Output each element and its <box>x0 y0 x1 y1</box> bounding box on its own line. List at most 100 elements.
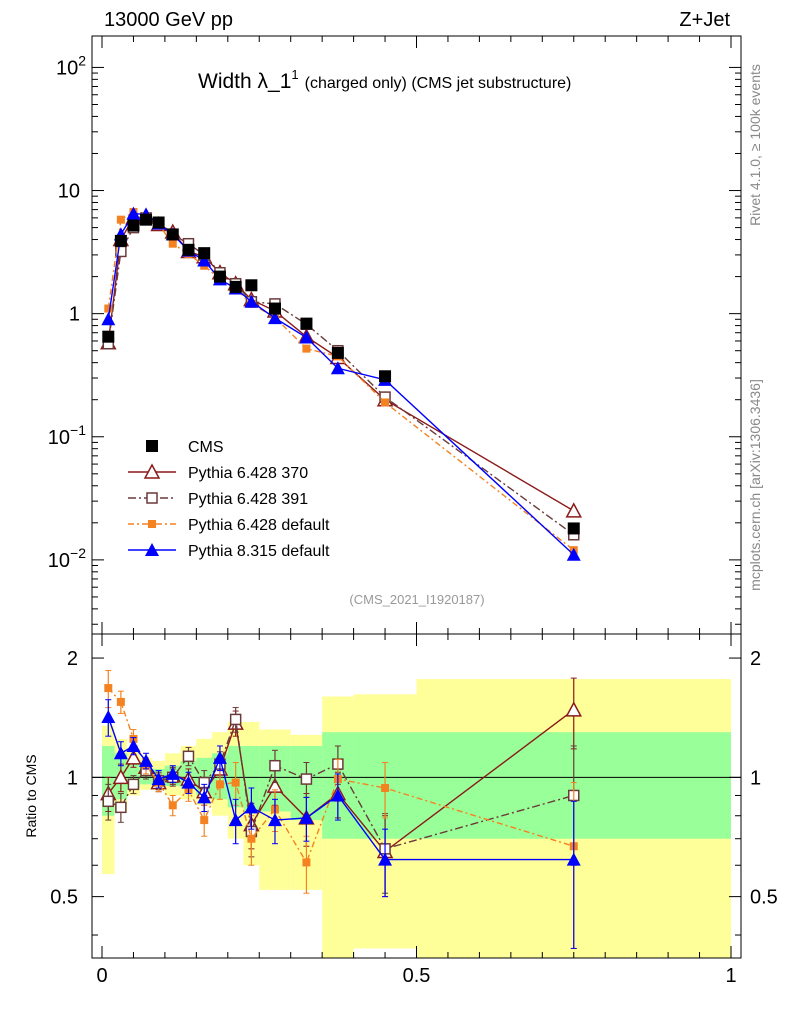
legend: CMS Pythia 6.428 370 Pythia 6.428 391 Pythi… <box>128 439 330 560</box>
data-point <box>379 370 392 383</box>
ratio-point <box>565 701 583 717</box>
y-tick-label: 10−2 <box>48 545 86 572</box>
ratio-point <box>116 697 125 706</box>
ratio-tick-label-left: 1 <box>67 767 78 789</box>
ratio-point <box>244 800 259 814</box>
ratio-point <box>197 790 212 804</box>
title-rest: (charged only) (CMS jet substructure) <box>305 75 572 92</box>
series-line-ratio <box>107 719 574 850</box>
ratio-point <box>126 738 141 752</box>
data-point <box>104 304 113 313</box>
ratio-plot-series <box>100 670 583 949</box>
ratio-point <box>299 810 314 824</box>
data-point <box>567 522 580 535</box>
ratio-uncertainty-bands <box>102 679 731 958</box>
series-line-top <box>107 212 575 556</box>
ratio-point <box>215 780 224 789</box>
data-point <box>300 317 313 330</box>
data-point <box>116 215 125 224</box>
ratio-point <box>228 813 243 827</box>
series-line-top <box>107 216 575 512</box>
data-point <box>330 361 345 375</box>
ratio-point <box>300 773 313 785</box>
ratio-point <box>247 834 256 843</box>
ratio-point <box>113 746 128 760</box>
ratio-point <box>127 778 140 791</box>
ratio-point <box>181 775 196 789</box>
legend-marker <box>145 543 159 556</box>
ratio-point <box>378 852 393 866</box>
data-point <box>127 219 140 232</box>
data-point <box>245 279 258 292</box>
ratio-point <box>101 709 116 723</box>
ratio-point <box>200 816 209 825</box>
ratio-point <box>182 750 195 763</box>
plot-title: Width λ_11 (charged only) (CMS jet substr… <box>198 67 571 93</box>
series-line-ratio <box>107 687 574 865</box>
data-point <box>166 228 179 241</box>
ratio-point <box>139 753 154 767</box>
legend-label: Pythia 6.428 391 <box>188 491 308 508</box>
ratio-point <box>212 750 227 764</box>
ratio-point <box>168 801 177 810</box>
title-main: Width λ_1 <box>198 70 291 93</box>
ratio-tick-label-right: 0.5 <box>750 887 778 909</box>
ratio-point <box>115 801 127 814</box>
x-tick-label: 1 <box>725 965 736 987</box>
ratio-point <box>151 772 166 786</box>
ratio-tick-label-left: 0.5 <box>50 887 78 909</box>
ratio-tick-label-right: 2 <box>750 648 761 670</box>
ratio-point <box>566 852 581 866</box>
ratio-point <box>381 783 390 792</box>
series-line-top <box>107 217 575 536</box>
x-tick-label: 0 <box>96 965 107 987</box>
legend-marker <box>148 520 156 528</box>
ratio-point <box>269 759 281 772</box>
data-point <box>152 216 165 229</box>
analysis-id: (CMS_2021_I1920187) <box>349 592 484 607</box>
data-point <box>140 213 153 226</box>
ratio-point <box>267 813 282 827</box>
ratio-point <box>330 788 345 802</box>
y-tick-label: 10 <box>58 181 80 203</box>
data-point <box>168 239 177 248</box>
data-point <box>244 294 259 308</box>
energy-label: 13000 GeV pp <box>104 9 233 31</box>
data-point <box>213 270 226 283</box>
ratio-point <box>125 749 142 765</box>
data-point <box>102 330 115 343</box>
data-point <box>565 502 583 518</box>
main-plot-series <box>100 206 583 561</box>
data-point <box>197 253 212 267</box>
ratio-tick-label-right: 1 <box>750 767 761 789</box>
ratio-axis-label: Ratio to CMS <box>23 754 39 837</box>
data-point <box>267 311 282 325</box>
series-line-top <box>107 211 575 551</box>
data-point <box>268 302 281 315</box>
ratio-tick-label-left: 2 <box>67 648 78 670</box>
y-tick-label: 10−1 <box>48 422 86 449</box>
legend-label: CMS <box>188 439 224 456</box>
data-point <box>381 398 390 407</box>
x-tick-label: 0.5 <box>403 965 431 987</box>
ratio-point <box>231 778 240 787</box>
series-line-ratio <box>107 716 574 861</box>
data-point <box>182 243 195 256</box>
data-point <box>198 247 211 260</box>
data-point <box>114 234 127 247</box>
data-point <box>331 346 344 359</box>
legend-label: Pythia 8.315 default <box>188 543 330 560</box>
ratio-point <box>112 768 130 785</box>
y-tick-label: 1 <box>69 304 80 326</box>
data-point <box>101 312 116 326</box>
legend-marker <box>146 440 158 452</box>
legend-marker <box>143 463 161 479</box>
process-label: Z+Jet <box>679 9 730 31</box>
mcplots-label: mcplots.cern.ch [arXiv:1306.3436] <box>747 379 763 591</box>
title-superscript: 1 <box>291 67 298 82</box>
ratio-point <box>302 858 311 867</box>
data-point <box>566 547 581 561</box>
ratio-point <box>102 795 115 808</box>
rivet-version-label: Rivet 4.1.0, ≥ 100k events <box>747 64 763 226</box>
